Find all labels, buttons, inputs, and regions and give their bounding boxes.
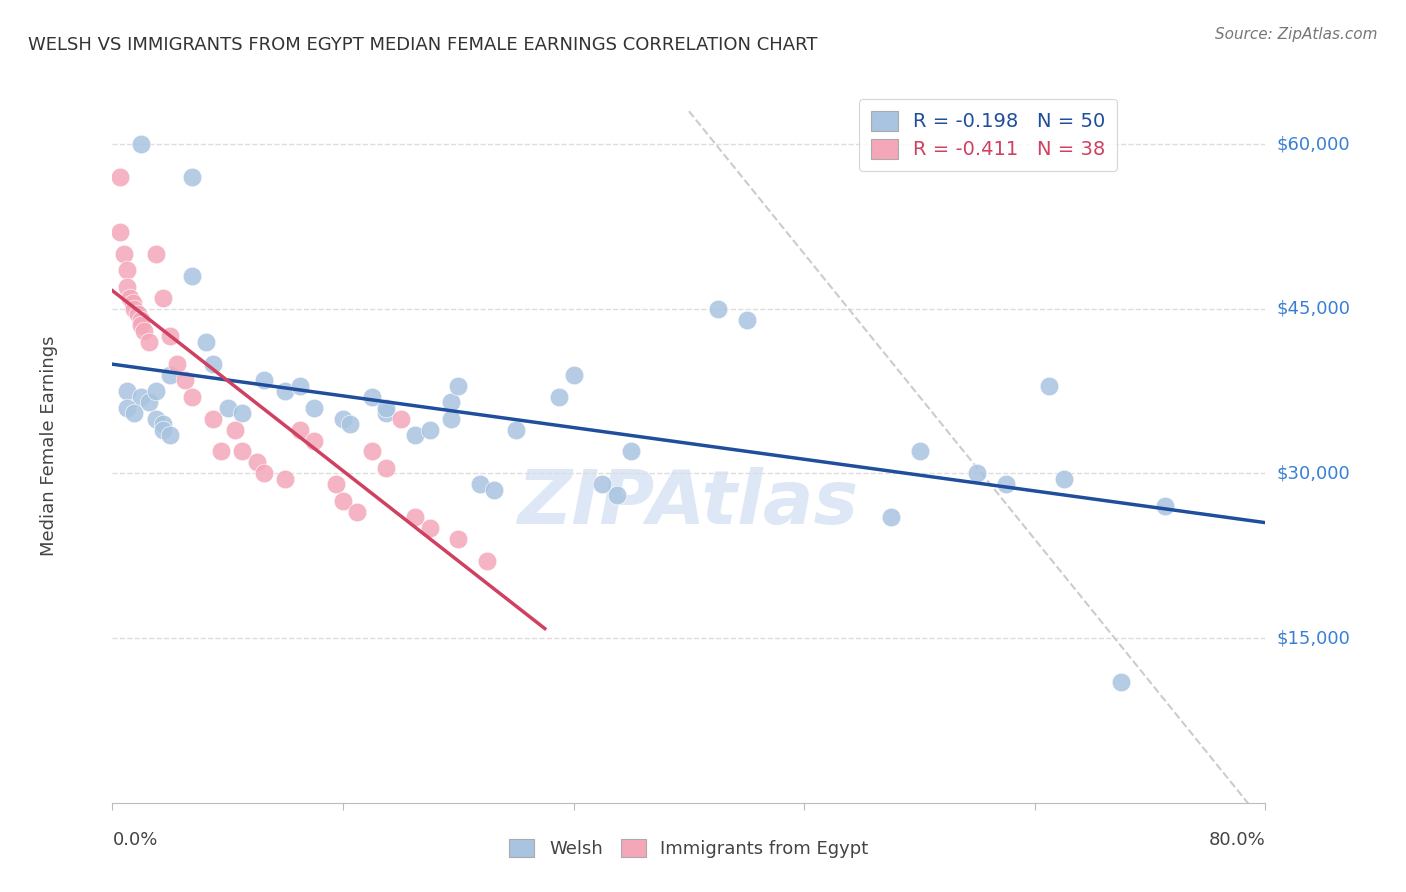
Point <box>195 334 218 349</box>
Point <box>209 444 232 458</box>
Point <box>548 390 571 404</box>
Point <box>304 401 326 415</box>
Point <box>484 483 506 497</box>
Point <box>419 423 441 437</box>
Point <box>304 434 326 448</box>
Point <box>339 417 361 431</box>
Point <box>880 510 903 524</box>
Point <box>231 444 253 458</box>
Point <box>419 521 441 535</box>
Text: $60,000: $60,000 <box>1277 135 1351 153</box>
Point <box>134 324 156 338</box>
Point <box>180 169 202 184</box>
Point <box>108 225 131 239</box>
Point <box>389 411 412 425</box>
Point <box>129 137 153 152</box>
Point <box>505 423 527 437</box>
Point <box>112 247 135 261</box>
Point <box>159 368 181 382</box>
Point <box>360 444 382 458</box>
Point <box>325 477 347 491</box>
Text: Median Female Earnings: Median Female Earnings <box>39 335 58 557</box>
Point <box>138 334 160 349</box>
Text: 0.0%: 0.0% <box>112 831 157 849</box>
Point <box>562 368 585 382</box>
Point <box>152 417 174 431</box>
Point <box>202 357 225 371</box>
Point <box>253 467 276 481</box>
Point <box>129 312 153 326</box>
Text: 80.0%: 80.0% <box>1209 831 1265 849</box>
Point <box>115 263 138 277</box>
Point <box>620 444 643 458</box>
Point <box>245 455 267 469</box>
Point <box>1111 675 1133 690</box>
Text: $30,000: $30,000 <box>1277 465 1351 483</box>
Point <box>966 467 988 481</box>
Point <box>908 444 931 458</box>
Point <box>108 169 131 184</box>
Point <box>288 378 311 392</box>
Point <box>375 401 398 415</box>
Point <box>447 378 470 392</box>
Point <box>592 477 614 491</box>
Point <box>122 406 145 420</box>
Text: $15,000: $15,000 <box>1277 629 1351 647</box>
Point <box>118 291 141 305</box>
Point <box>127 307 149 321</box>
Point <box>202 411 225 425</box>
Point <box>122 301 145 316</box>
Text: Source: ZipAtlas.com: Source: ZipAtlas.com <box>1215 27 1378 42</box>
Point <box>332 494 354 508</box>
Point <box>152 423 174 437</box>
Point <box>115 384 138 398</box>
Point <box>606 488 628 502</box>
Point <box>129 390 153 404</box>
Point <box>440 395 463 409</box>
Point <box>475 554 498 568</box>
Point <box>159 329 181 343</box>
Point <box>288 423 311 437</box>
Point <box>404 510 426 524</box>
Point <box>145 384 167 398</box>
Point <box>152 291 174 305</box>
Point <box>274 384 297 398</box>
Point <box>173 373 195 387</box>
Point <box>138 395 160 409</box>
Point <box>274 472 297 486</box>
Point <box>180 268 202 283</box>
Point <box>115 401 138 415</box>
Point <box>1052 472 1074 486</box>
Point <box>1038 378 1060 392</box>
Point <box>224 423 246 437</box>
Point <box>447 533 470 547</box>
Text: ZIPAtlas: ZIPAtlas <box>519 467 859 540</box>
Point <box>159 428 181 442</box>
Point <box>1153 500 1175 514</box>
Point <box>468 477 491 491</box>
Text: $45,000: $45,000 <box>1277 300 1351 318</box>
Point <box>166 357 188 371</box>
Point <box>440 411 463 425</box>
Point <box>346 505 368 519</box>
Text: WELSH VS IMMIGRANTS FROM EGYPT MEDIAN FEMALE EARNINGS CORRELATION CHART: WELSH VS IMMIGRANTS FROM EGYPT MEDIAN FE… <box>28 36 818 54</box>
Point <box>217 401 239 415</box>
Point <box>332 411 354 425</box>
Point <box>735 312 758 326</box>
Point <box>231 406 253 420</box>
Legend: Welsh, Immigrants from Egypt: Welsh, Immigrants from Egypt <box>502 831 876 865</box>
Point <box>404 428 426 442</box>
Point <box>145 247 167 261</box>
Point <box>129 318 153 333</box>
Point <box>180 390 202 404</box>
Point <box>706 301 728 316</box>
Point <box>375 461 398 475</box>
Point <box>360 390 382 404</box>
Point <box>145 411 167 425</box>
Point <box>375 406 398 420</box>
Point <box>995 477 1018 491</box>
Point <box>121 296 143 310</box>
Point <box>253 373 276 387</box>
Point <box>115 280 138 294</box>
